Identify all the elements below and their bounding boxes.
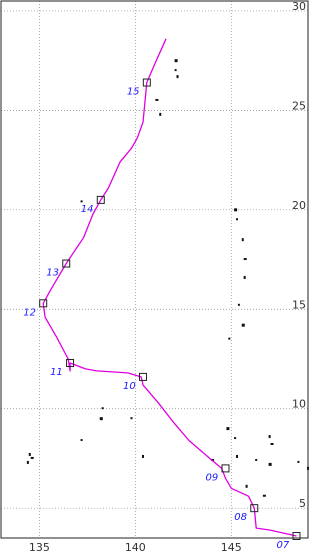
island — [101, 407, 104, 410]
day-label: 11 — [50, 367, 63, 378]
daily-position-markers: 07 08 09 10 11 12 13 14 15 — [23, 78, 301, 551]
island — [174, 59, 178, 63]
position-marker — [62, 259, 71, 268]
position-marker — [66, 358, 75, 367]
island — [241, 323, 245, 327]
day-label: 07 — [276, 540, 289, 551]
island — [80, 439, 83, 442]
day-label: 13 — [46, 268, 59, 279]
island — [236, 218, 239, 221]
island — [130, 417, 133, 420]
position-marker — [142, 78, 151, 87]
day-label: 10 — [123, 381, 136, 392]
day-label: 12 — [23, 307, 36, 318]
island — [262, 494, 266, 497]
island — [155, 98, 159, 101]
day-label: 09 — [205, 472, 218, 483]
lat-tick-label: 10 — [292, 398, 306, 411]
island-outlines — [26, 59, 309, 497]
island — [80, 200, 83, 203]
position-marker — [221, 464, 230, 473]
position-marker — [39, 299, 48, 308]
island — [234, 437, 237, 440]
island — [237, 303, 240, 306]
day-label: 08 — [234, 512, 247, 523]
island — [270, 443, 274, 446]
day-label: 14 — [81, 204, 94, 215]
island — [28, 452, 31, 456]
island — [30, 456, 34, 459]
lat-tick-label: 30 — [292, 0, 306, 13]
lat-lon-grid — [1, 1, 308, 538]
island — [26, 460, 29, 464]
island — [159, 112, 162, 116]
position-marker — [292, 532, 301, 541]
lat-tick-label: 25 — [292, 99, 306, 112]
island — [236, 454, 239, 458]
island — [243, 258, 247, 261]
island — [99, 417, 103, 421]
axis-tick-labels: 135 140 145 5 10 15 20 25 30 — [29, 0, 306, 554]
island — [174, 69, 177, 72]
island — [228, 337, 231, 340]
lat-tick-label: 5 — [299, 497, 306, 510]
island — [141, 454, 144, 458]
island — [211, 458, 215, 461]
storm-track-line — [42, 38, 297, 537]
lat-tick-label: 15 — [292, 298, 306, 311]
island — [268, 462, 272, 466]
position-marker — [250, 504, 259, 513]
lon-tick-label: 145 — [221, 541, 242, 554]
island — [226, 427, 230, 431]
position-marker — [96, 195, 105, 204]
island — [176, 75, 179, 79]
map-frame — [0, 0, 309, 539]
position-marker — [138, 372, 147, 381]
island — [268, 435, 271, 439]
island — [245, 484, 248, 488]
lon-tick-label: 135 — [29, 541, 50, 554]
day-label: 15 — [127, 87, 140, 98]
island — [234, 208, 238, 212]
island — [241, 238, 244, 242]
island — [255, 458, 258, 461]
island — [297, 460, 300, 463]
lat-tick-label: 20 — [292, 199, 306, 212]
lon-tick-label: 140 — [125, 541, 146, 554]
storm-track — [42, 38, 297, 537]
island — [243, 275, 246, 279]
